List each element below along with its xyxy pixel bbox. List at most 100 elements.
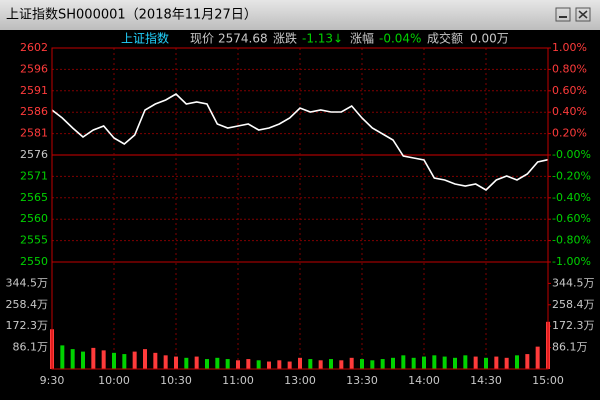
window-title: 上证指数SH000001（2018年11月27日） [6, 8, 257, 23]
volume-bar [411, 357, 416, 369]
volume-bar [370, 360, 375, 369]
x-tick-label: 13:00 [284, 374, 316, 387]
x-tick-label: 14:30 [470, 374, 502, 387]
volume-bar [122, 354, 127, 369]
volume-bar [318, 360, 323, 369]
quote-pct: -0.04% [379, 32, 421, 46]
volume-tick-label: 86.1万 [13, 341, 49, 354]
volume-tick-label: 172.3万 [552, 319, 595, 332]
volume-bar [112, 352, 116, 369]
x-tick-label: 14:00 [408, 374, 440, 387]
y-tick-label: 2571 [20, 169, 48, 182]
volume-bar [422, 356, 426, 369]
x-tick-label: 10:00 [98, 374, 130, 387]
volume-tick-label: 172.3万 [6, 319, 49, 332]
volume-bar [205, 359, 209, 369]
quote-change: -1.13↓ [302, 32, 343, 46]
volume-tick-label: 258.4万 [552, 298, 595, 311]
price-line [51, 93, 549, 191]
quote-price: 2574.68 [218, 32, 268, 46]
close-button[interactable] [575, 7, 591, 22]
y-tick-label: 2602 [20, 41, 48, 54]
volume-bar [246, 359, 251, 369]
volume-bar [225, 359, 230, 369]
volume-bar [81, 351, 85, 369]
volume-bar [504, 357, 509, 369]
y2-tick-label: 0.80% [552, 62, 587, 75]
volume-bar [143, 349, 147, 369]
volume-bar [391, 357, 395, 369]
quote-label: 涨幅 [350, 31, 374, 46]
volume-bar [267, 361, 271, 369]
quote-amount: 0.00万 [470, 32, 509, 46]
volume-bar [515, 355, 519, 369]
y-tick-label: 2596 [20, 62, 48, 75]
volume-bar [535, 346, 540, 369]
volume-bar [494, 356, 499, 369]
volume-bar [339, 360, 344, 369]
quote-label: 现价 [190, 32, 214, 46]
plot-frame [51, 47, 549, 370]
y2-tick-label: 0.20% [552, 127, 587, 140]
volume-bar [453, 357, 457, 369]
volume-bar [484, 357, 488, 369]
title-bar [0, 0, 600, 30]
y2-tick-label: -0.40% [552, 191, 591, 204]
quote-name: 上证指数 [121, 31, 169, 46]
y2-tick-label: -1.00% [552, 255, 591, 268]
y-tick-label: 2560 [20, 212, 48, 225]
volume-bar [194, 356, 199, 369]
y-tick-label: 2565 [20, 191, 48, 204]
quote-label: 成交额 [427, 31, 463, 46]
volume-bar [463, 355, 468, 369]
volume-bar [287, 361, 292, 369]
volume-tick-label: 86.1万 [552, 341, 588, 354]
y-tick-label: 2555 [20, 234, 48, 247]
volume-bar [277, 360, 282, 369]
volume-bar [380, 359, 385, 369]
volume-bar [349, 357, 354, 369]
y-tick-label: 2581 [20, 127, 48, 140]
x-tick-label: 15:00 [532, 374, 564, 387]
volume-tick-label: 344.5万 [6, 276, 49, 289]
volume-bar [401, 355, 406, 369]
volume-bar [174, 356, 178, 369]
volume-bar [215, 357, 220, 369]
volume-bar [360, 359, 364, 369]
quote-label: 涨跌 [273, 31, 297, 46]
button-frame[interactable] [555, 7, 571, 22]
volume-tick-label: 258.4万 [6, 298, 49, 311]
volume-bar [132, 351, 137, 369]
volume-bar [432, 355, 437, 369]
volume-bar [70, 349, 75, 369]
x-tick-label: 13:30 [346, 374, 378, 387]
y2-tick-label: -0.00% [552, 148, 591, 161]
x-tick-label: 9:30 [40, 374, 65, 387]
y-tick-label: 2591 [20, 84, 48, 97]
y-tick-label: 2550 [20, 255, 48, 268]
volume-bar [60, 345, 65, 369]
volume-bar [101, 350, 106, 369]
button-frame[interactable] [575, 7, 591, 22]
button-icon [578, 10, 588, 19]
y2-tick-label: 1.00% [552, 41, 587, 54]
volume-bar [442, 356, 447, 369]
volume-bar [473, 356, 478, 369]
volume-bar [163, 355, 168, 369]
y2-tick-label: 0.40% [552, 105, 587, 118]
volume-bar [153, 352, 158, 369]
y-tick-label: 2586 [20, 105, 48, 118]
volume-bar [308, 359, 313, 369]
volume-tick-label: 344.5万 [552, 276, 595, 289]
volume-bar [184, 357, 189, 369]
volume-bar [525, 354, 530, 369]
y2-tick-label: -0.80% [552, 234, 591, 247]
y2-tick-label: 0.60% [552, 84, 587, 97]
x-tick-label: 10:30 [160, 374, 192, 387]
minimize-button[interactable] [555, 7, 571, 22]
y2-tick-label: -0.60% [552, 212, 591, 225]
volume-bar [298, 357, 302, 369]
y2-tick-label: -0.20% [552, 169, 591, 182]
volume-bar [256, 360, 261, 369]
